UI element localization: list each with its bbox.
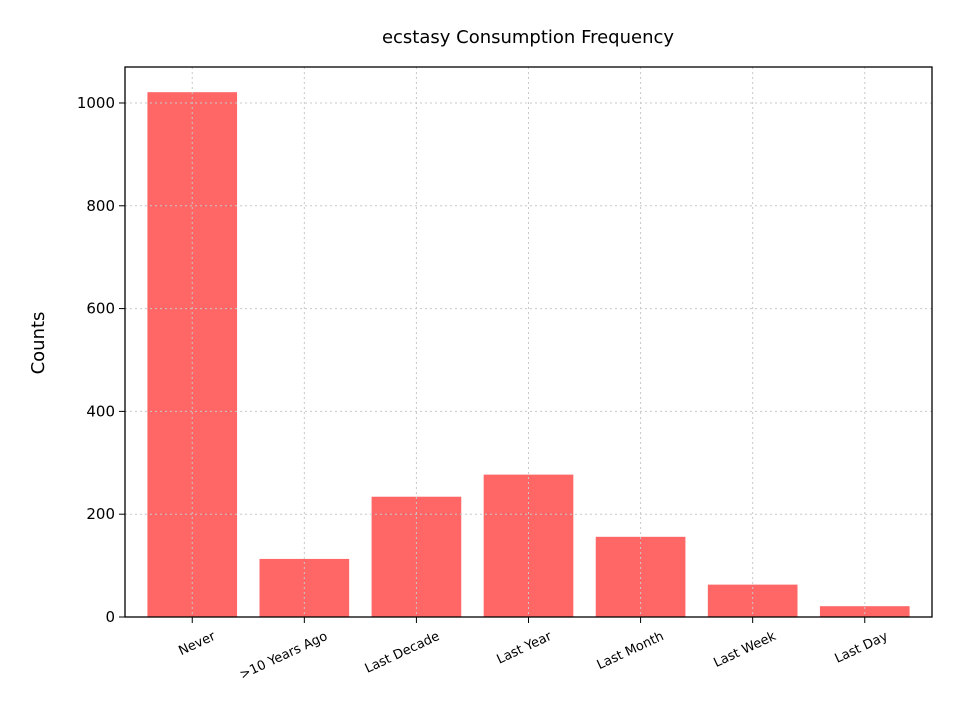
x-tick-label: Last Year <box>495 629 555 668</box>
x-axis-ticks: Never >10 Years Ago Last Decade Last Year La… <box>176 617 891 683</box>
x-tick-label: Last Week <box>711 629 778 671</box>
x-tick-label: Last Decade <box>363 629 442 677</box>
bar-last-week <box>707 584 798 617</box>
y-axis-label: Counts <box>28 312 49 375</box>
grid-lines <box>125 67 932 618</box>
bar-never <box>147 92 238 618</box>
x-tick-label: Last Day <box>833 629 891 667</box>
x-tick-label: >10 Years Ago <box>237 629 330 683</box>
x-tick-label: Never <box>176 629 218 659</box>
bar-last-decade <box>371 496 462 617</box>
y-tick-label: 800 <box>86 197 115 215</box>
y-tick-label: 400 <box>86 402 115 420</box>
y-tick-label: 200 <box>86 505 115 523</box>
chart-title: ecstasy Consumption Frequency <box>382 27 674 48</box>
bar-last-day <box>819 606 910 617</box>
bar-last-year <box>483 474 574 617</box>
y-tick-label: 0 <box>105 608 115 626</box>
y-axis-ticks: 0 200 400 600 800 1000 <box>77 94 125 626</box>
y-tick-label: 600 <box>86 300 115 318</box>
plot-frame <box>124 66 933 618</box>
x-tick-label: Last Month <box>595 629 667 673</box>
y-tick-label: 1000 <box>77 94 115 112</box>
